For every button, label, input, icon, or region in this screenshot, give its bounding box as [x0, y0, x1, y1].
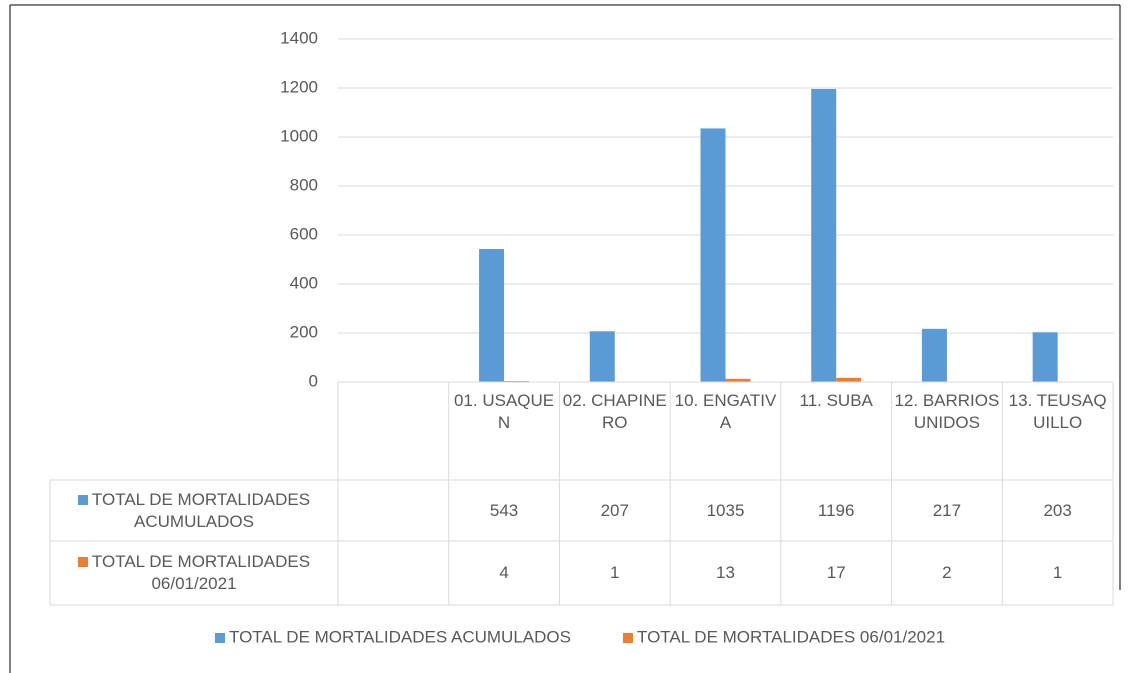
- y-tick-label: 800: [290, 175, 318, 194]
- y-tick-label: 1000: [280, 126, 318, 145]
- x-tick-label: 13. TEUSAQUILLO: [1008, 391, 1107, 432]
- x-tick-label: 11. SUBA: [799, 391, 873, 410]
- legend-key: [623, 633, 633, 643]
- row-key: [77, 557, 88, 567]
- table-value: 217: [932, 500, 962, 520]
- x-tick-label: 01. USAQUEN: [453, 391, 555, 432]
- table-value: 203: [1043, 500, 1072, 520]
- row-key: [77, 494, 88, 505]
- bar: [1032, 332, 1058, 382]
- y-tick-label: 0: [309, 371, 318, 390]
- y-tick-label: 200: [290, 322, 318, 341]
- table-value: 4: [499, 563, 509, 582]
- y-tick-label: 400: [290, 273, 318, 292]
- table-value: 1: [1052, 563, 1063, 582]
- row-label-text: TOTAL DE MORTALIDADES ACUMULADOS: [52, 489, 336, 533]
- x-tick-label: 02. CHAPINERO: [562, 391, 667, 432]
- legend-key: [215, 633, 225, 643]
- bar: [700, 128, 726, 382]
- table-value: 13: [716, 563, 735, 582]
- bar: [811, 88, 837, 382]
- y-tick-label: 1200: [280, 77, 318, 96]
- table-value: 1196: [817, 500, 855, 520]
- row-label-text: TOTAL DE MORTALIDADES 06/01/2021: [52, 551, 336, 595]
- legend-label: TOTAL DE MORTALIDADES 06/01/2021: [637, 627, 945, 646]
- row-name: TOTAL DE MORTALIDADES ACUMULADOS: [91, 489, 311, 531]
- bar: [725, 378, 751, 382]
- table-value: 543: [489, 500, 519, 520]
- table-value: 17: [826, 563, 846, 582]
- table-value: 2: [942, 563, 952, 582]
- y-tick-label: 600: [290, 224, 318, 243]
- x-tick-label: 10. ENGATIVA: [674, 391, 777, 432]
- x-tick-label: 12. BARRIOS UNIDOS: [894, 391, 1000, 432]
- row-label: TOTAL DE MORTALIDADES 06/01/2021: [50, 541, 338, 605]
- y-tick-label: 1400: [280, 28, 318, 47]
- bar: [836, 377, 862, 382]
- bar: [589, 331, 615, 382]
- row-name: TOTAL DE MORTALIDADES 06/01/2021: [91, 552, 311, 593]
- table-value: 1035: [706, 500, 745, 520]
- bar: [921, 328, 947, 382]
- table-value: 1: [610, 563, 620, 582]
- row-label: TOTAL DE MORTALIDADES ACUMULADOS: [50, 480, 338, 541]
- legend-label: TOTAL DE MORTALIDADES ACUMULADOS: [229, 627, 571, 646]
- table-value: 207: [600, 500, 629, 520]
- bar: [479, 248, 505, 382]
